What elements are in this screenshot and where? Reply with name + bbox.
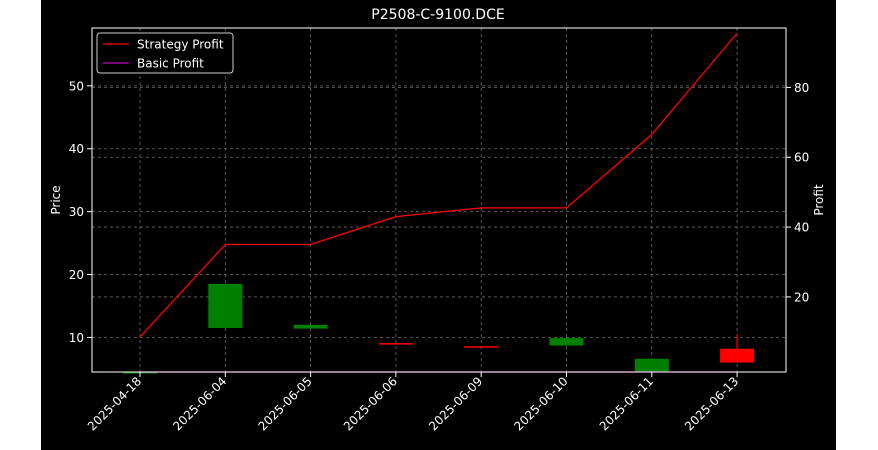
candle-body [634, 358, 669, 372]
x-tick-label: 2025-06-05 [256, 374, 315, 433]
left-y-tick-label: 50 [69, 79, 84, 93]
candle-body [378, 343, 413, 345]
candle-body [549, 338, 584, 346]
right-y-axis: 20 40 60 80 [786, 81, 809, 304]
right-y-tick-label: 60 [794, 151, 809, 165]
strategy-profit-line [139, 32, 738, 338]
x-axis: 2025-04-18 2025-06-04 2025-06-05 2025-06-06… [85, 372, 741, 433]
left-y-tick-label: 10 [69, 331, 84, 345]
x-tick-label: 2025-04-18 [85, 374, 144, 433]
left-y-tick-label: 40 [69, 142, 84, 156]
candle-body [464, 346, 499, 348]
left-y-axis: 10 20 30 40 50 [69, 79, 92, 345]
x-tick-label: 2025-06-04 [170, 374, 229, 433]
legend-strategy-profit-label: Strategy Profit [137, 38, 224, 52]
plot-frame [91, 27, 787, 373]
right-y-axis-label: Profit [812, 184, 826, 216]
grid-lines [92, 28, 786, 372]
x-tick-label: 2025-06-09 [426, 374, 485, 433]
left-y-tick-label: 30 [69, 205, 84, 219]
left-y-axis-label: Price [49, 185, 63, 214]
x-tick-label: 2025-06-06 [341, 374, 400, 433]
chart-title: P2508-C-9100.DCE [371, 7, 504, 23]
candles [123, 283, 755, 374]
x-tick-label: 2025-06-10 [511, 374, 570, 433]
left-y-tick-label: 20 [69, 268, 84, 282]
legend: Strategy Profit Basic Profit [96, 32, 234, 74]
legend-box [96, 32, 234, 74]
chart-figure: P2508-C-9100.DCE 10 20 30 40 50 20 40 60 80 202… [41, 0, 836, 450]
candle-body [720, 348, 755, 363]
chart-canvas: P2508-C-9100.DCE 10 20 30 40 50 20 40 60 80 202… [49, 7, 826, 433]
x-tick-label: 2025-06-13 [682, 374, 741, 433]
candle-body [293, 324, 328, 329]
right-y-tick-label: 40 [794, 221, 809, 235]
right-y-tick-label: 20 [794, 290, 809, 304]
legend-basic-profit-label: Basic Profit [137, 57, 204, 71]
candle-body [208, 283, 243, 328]
x-tick-label: 2025-06-11 [597, 374, 656, 433]
right-y-tick-label: 80 [794, 81, 809, 95]
